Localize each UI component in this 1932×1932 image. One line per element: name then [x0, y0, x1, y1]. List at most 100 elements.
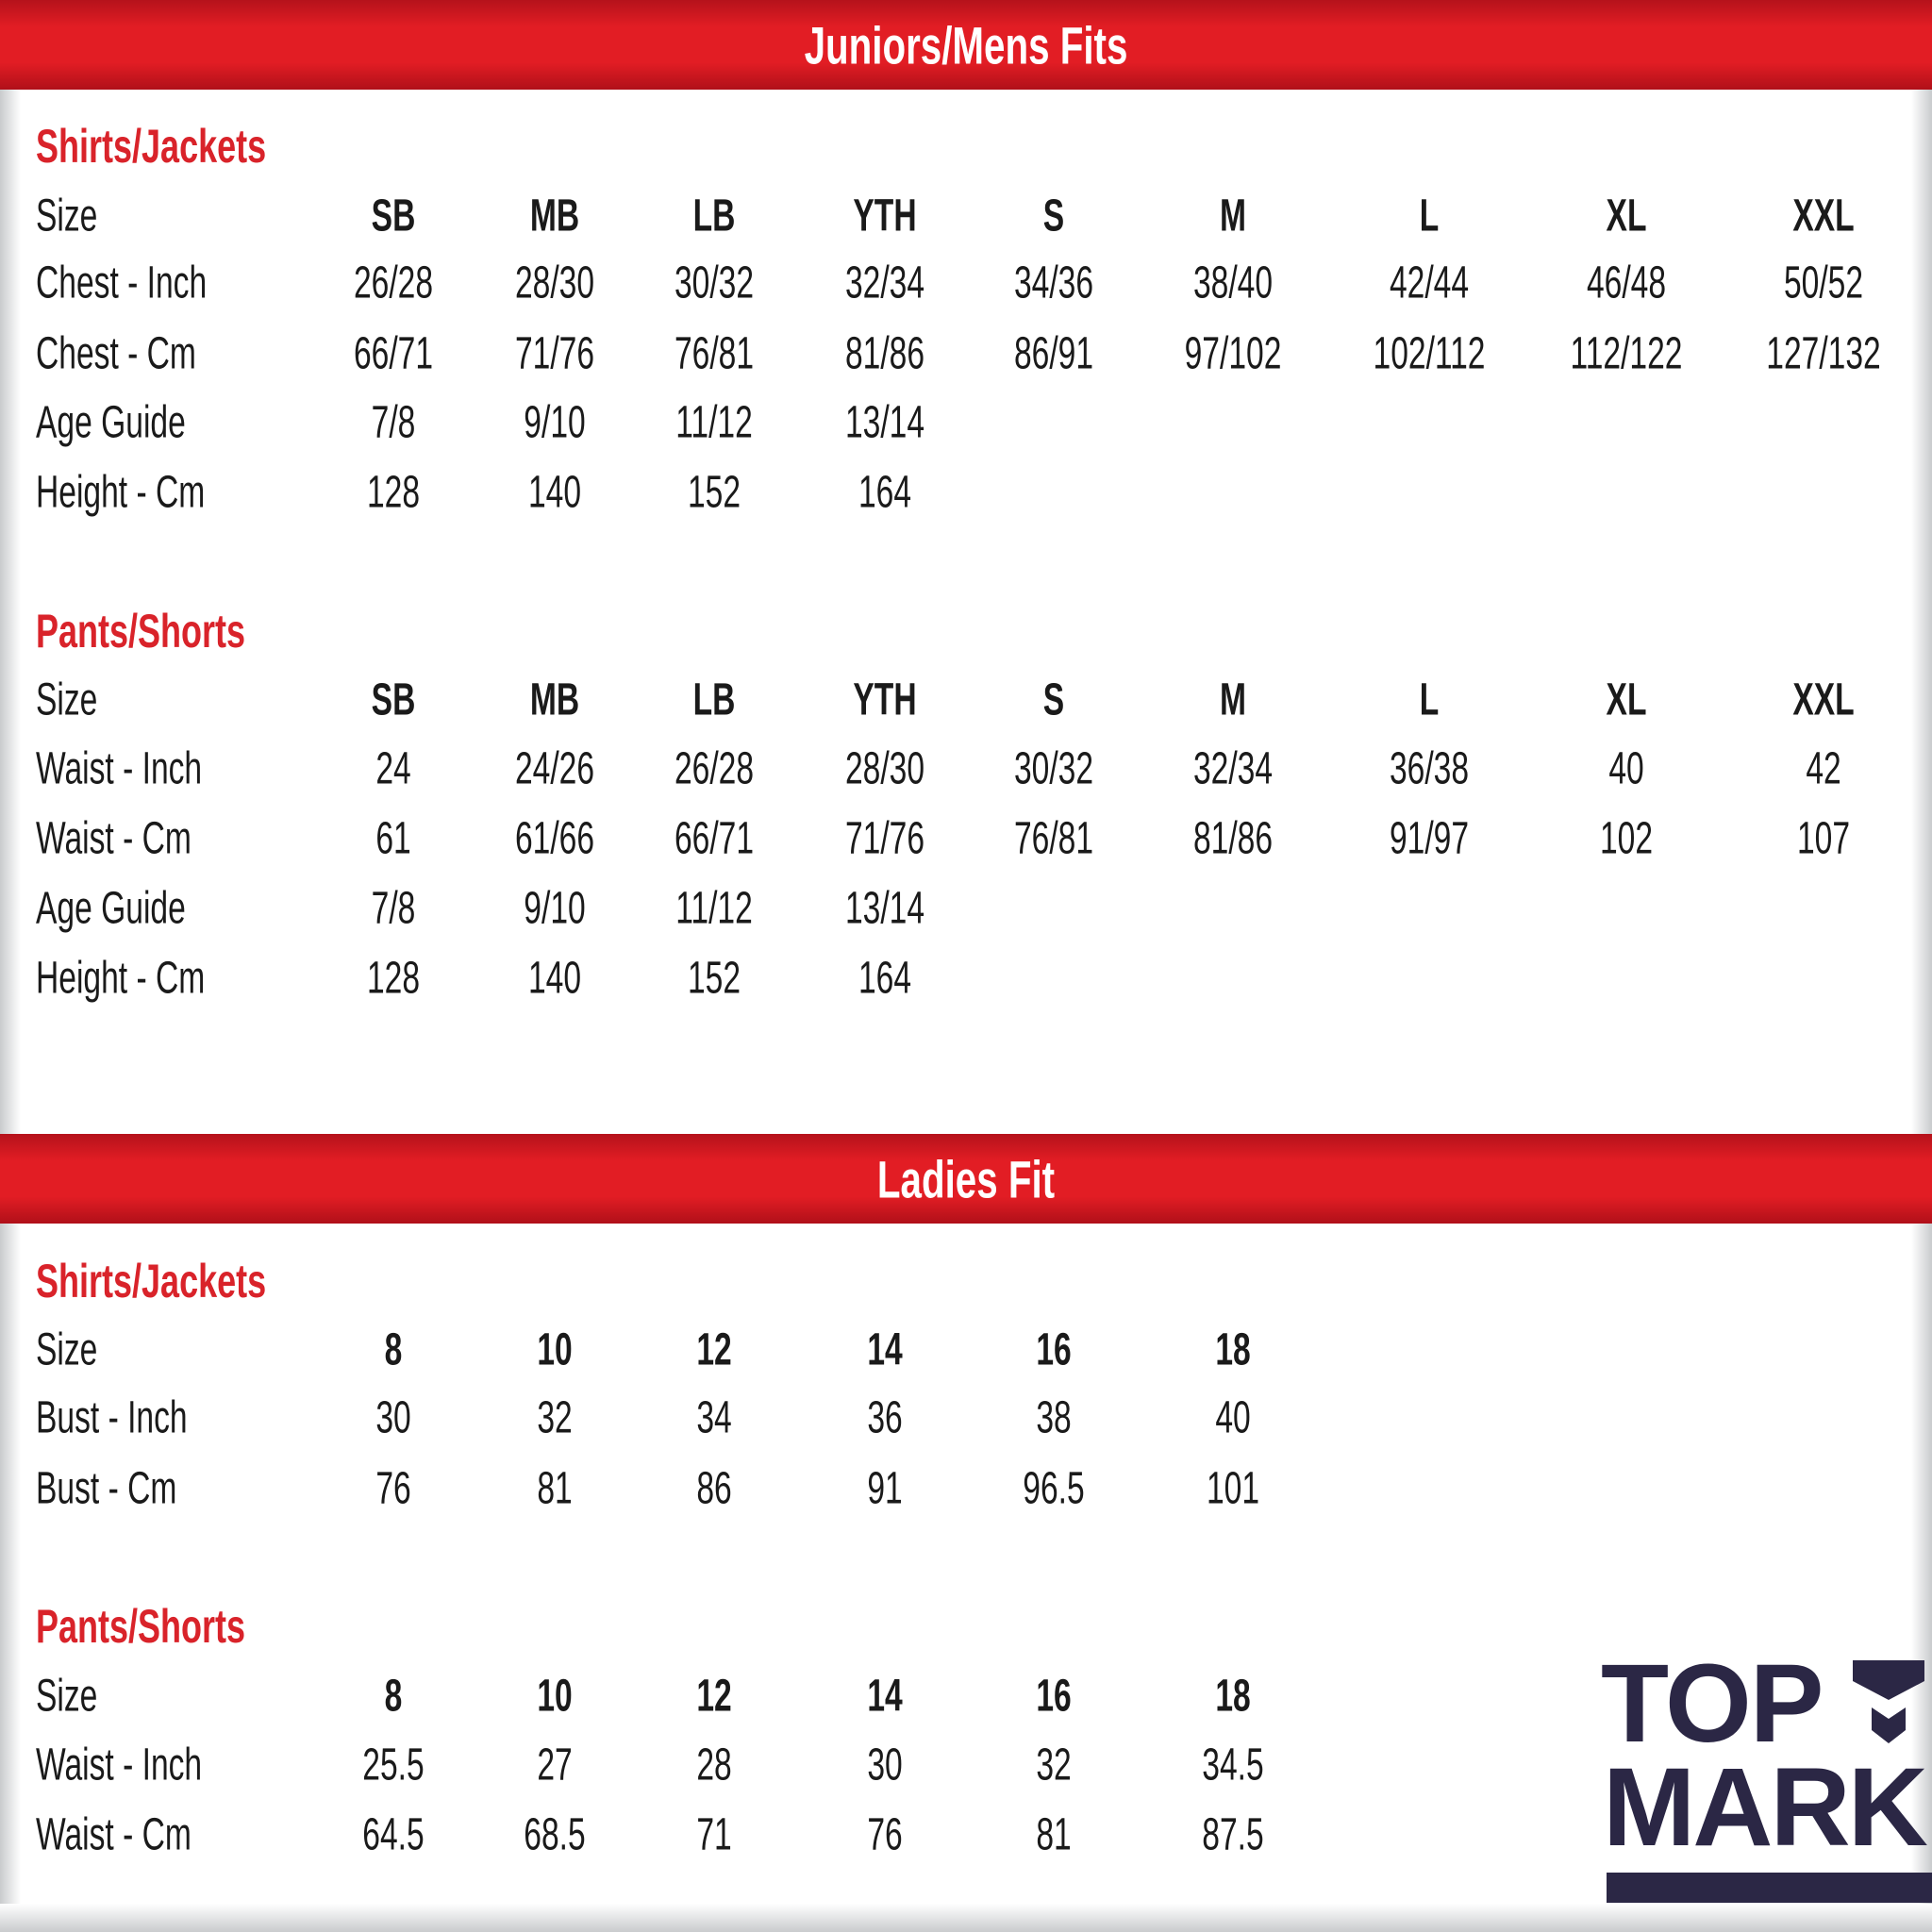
- size-header-cell: S: [1042, 191, 1065, 242]
- table-cell: 164: [858, 467, 912, 518]
- size-header-cell: SB: [371, 191, 416, 242]
- row-label: Waist - Cm: [36, 813, 192, 864]
- logo-line2: MARK: [1603, 1745, 1928, 1870]
- size-header-cell: 8: [384, 1324, 403, 1375]
- table-cell: 81/86: [1192, 813, 1274, 864]
- table-cell: 46/48: [1586, 258, 1667, 308]
- table-cell: 152: [687, 953, 741, 1004]
- table-cell: 68.5: [524, 1809, 586, 1860]
- table-cell: 107: [1796, 813, 1851, 864]
- topmark-logo: TOP MARK: [1601, 1648, 1932, 1906]
- table-cell: 32: [1036, 1740, 1072, 1790]
- table-cell: 140: [527, 953, 582, 1004]
- ladies-banner: Ladies Fit: [0, 1134, 1932, 1224]
- size-header-cell: 12: [696, 1324, 732, 1375]
- size-header-cell: SB: [371, 675, 416, 725]
- row-label: Size: [36, 1324, 98, 1375]
- bottom-shadow: [0, 1904, 1932, 1932]
- table-cell: 112/122: [1570, 328, 1683, 379]
- table-cell: 11/12: [675, 397, 753, 448]
- table-cell: 32/34: [844, 258, 925, 308]
- size-header-cell: YTH: [853, 191, 917, 242]
- table-cell: 164: [858, 953, 912, 1004]
- section-heading: Pants/Shorts: [36, 605, 246, 658]
- row-label: Waist - Inch: [36, 1740, 203, 1790]
- table-cell: 27: [537, 1740, 573, 1790]
- table-cell: 97/102: [1184, 328, 1282, 379]
- table-cell: 66/71: [674, 813, 755, 864]
- table-cell: 26/28: [674, 743, 755, 794]
- size-header-cell: 12: [696, 1671, 732, 1722]
- table-cell: 36/38: [1389, 743, 1470, 794]
- table-cell: 76/81: [674, 328, 755, 379]
- table-cell: 28/30: [844, 743, 925, 794]
- row-label: Height - Cm: [36, 467, 206, 518]
- size-header-cell: LB: [692, 191, 736, 242]
- logo-bar: [1607, 1873, 1932, 1903]
- table-cell: 34: [696, 1392, 732, 1443]
- table-cell: 71: [696, 1809, 732, 1860]
- table-cell: 7/8: [371, 397, 416, 448]
- table-cell: 28: [696, 1740, 732, 1790]
- row-label: Bust - Cm: [36, 1463, 177, 1514]
- size-header-cell: 8: [384, 1671, 403, 1722]
- table-cell: 128: [366, 953, 421, 1004]
- right-shadow: [1911, 0, 1932, 1932]
- table-cell: 32: [537, 1392, 573, 1443]
- table-cell: 30: [867, 1740, 903, 1790]
- table-cell: 25.5: [362, 1740, 425, 1790]
- size-header-cell: 18: [1215, 1671, 1251, 1722]
- row-label: Height - Cm: [36, 953, 206, 1004]
- juniors-banner: Juniors/Mens Fits: [0, 0, 1932, 90]
- table-cell: 61: [375, 813, 411, 864]
- section-heading: Shirts/Jackets: [36, 1255, 267, 1307]
- table-cell: 64.5: [362, 1809, 425, 1860]
- table-cell: 13/14: [844, 883, 925, 934]
- size-header-cell: 14: [867, 1324, 903, 1375]
- table-cell: 76/81: [1013, 813, 1094, 864]
- row-label: Age Guide: [36, 397, 186, 448]
- size-header-cell: XXL: [1792, 191, 1855, 242]
- table-cell: 76: [867, 1809, 903, 1860]
- size-header-cell: L: [1419, 191, 1440, 242]
- size-header-cell: 10: [537, 1324, 573, 1375]
- table-cell: 101: [1206, 1463, 1260, 1514]
- chevron-down-icon: [1853, 1660, 1924, 1743]
- table-cell: 40: [1608, 743, 1644, 794]
- size-header-cell: XXL: [1792, 675, 1855, 725]
- table-cell: 9/10: [524, 397, 586, 448]
- table-cell: 26/28: [353, 258, 434, 308]
- table-cell: 30: [375, 1392, 411, 1443]
- row-label: Bust - Inch: [36, 1392, 188, 1443]
- size-header-cell: LB: [692, 675, 736, 725]
- table-cell: 61/66: [514, 813, 595, 864]
- table-cell: 36: [867, 1392, 903, 1443]
- table-cell: 32/34: [1192, 743, 1274, 794]
- table-cell: 24/26: [514, 743, 595, 794]
- table-cell: 96.5: [1023, 1463, 1085, 1514]
- size-header-cell: L: [1419, 675, 1440, 725]
- table-cell: 34.5: [1202, 1740, 1264, 1790]
- table-cell: 7/8: [371, 883, 416, 934]
- table-cell: 28/30: [514, 258, 595, 308]
- size-header-cell: MB: [529, 191, 580, 242]
- section-heading: Shirts/Jackets: [36, 120, 267, 173]
- table-cell: 71/76: [514, 328, 595, 379]
- table-cell: 140: [527, 467, 582, 518]
- table-cell: 91/97: [1389, 813, 1470, 864]
- table-cell: 86/91: [1013, 328, 1094, 379]
- row-label: Waist - Inch: [36, 743, 203, 794]
- size-header-cell: S: [1042, 675, 1065, 725]
- size-header-cell: 18: [1215, 1324, 1251, 1375]
- table-cell: 86: [696, 1463, 732, 1514]
- row-label: Size: [36, 675, 98, 725]
- table-cell: 128: [366, 467, 421, 518]
- table-cell: 66/71: [353, 328, 434, 379]
- table-cell: 24: [375, 743, 411, 794]
- table-cell: 91: [867, 1463, 903, 1514]
- ladies-title: Ladies Fit: [876, 1149, 1056, 1208]
- table-cell: 71/76: [844, 813, 925, 864]
- row-label: Chest - Cm: [36, 328, 196, 379]
- size-header-cell: M: [1220, 191, 1246, 242]
- table-cell: 9/10: [524, 883, 586, 934]
